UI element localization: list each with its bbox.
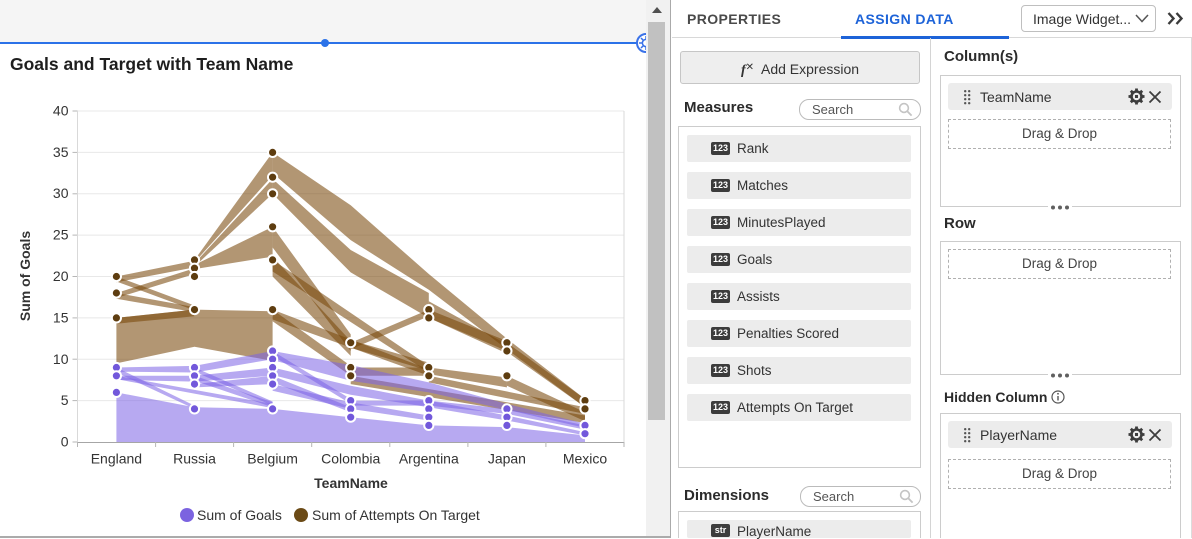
- svg-text:0: 0: [61, 434, 69, 450]
- svg-text:England: England: [91, 451, 142, 467]
- svg-text:Colombia: Colombia: [321, 451, 380, 467]
- svg-text:TeamName: TeamName: [314, 475, 388, 491]
- svg-text:Sum of Goals: Sum of Goals: [17, 231, 33, 321]
- svg-text:10: 10: [53, 351, 69, 367]
- svg-text:Sum of Attempts On Target: Sum of Attempts On Target: [312, 507, 480, 523]
- svg-text:5: 5: [61, 392, 69, 408]
- svg-text:Argentina: Argentina: [399, 451, 459, 467]
- svg-text:40: 40: [53, 103, 69, 119]
- svg-text:Russia: Russia: [173, 451, 216, 467]
- svg-text:15: 15: [53, 309, 69, 325]
- svg-text:Sum of Goals: Sum of Goals: [197, 507, 282, 523]
- svg-text:30: 30: [53, 185, 69, 201]
- svg-text:35: 35: [53, 144, 69, 160]
- svg-text:25: 25: [53, 227, 69, 243]
- svg-text:Japan: Japan: [488, 451, 526, 467]
- svg-text:Belgium: Belgium: [247, 451, 298, 467]
- svg-text:Goals and Target with Team Nam: Goals and Target with Team Name: [10, 54, 294, 74]
- svg-text:Mexico: Mexico: [563, 451, 608, 467]
- svg-text:20: 20: [53, 268, 69, 284]
